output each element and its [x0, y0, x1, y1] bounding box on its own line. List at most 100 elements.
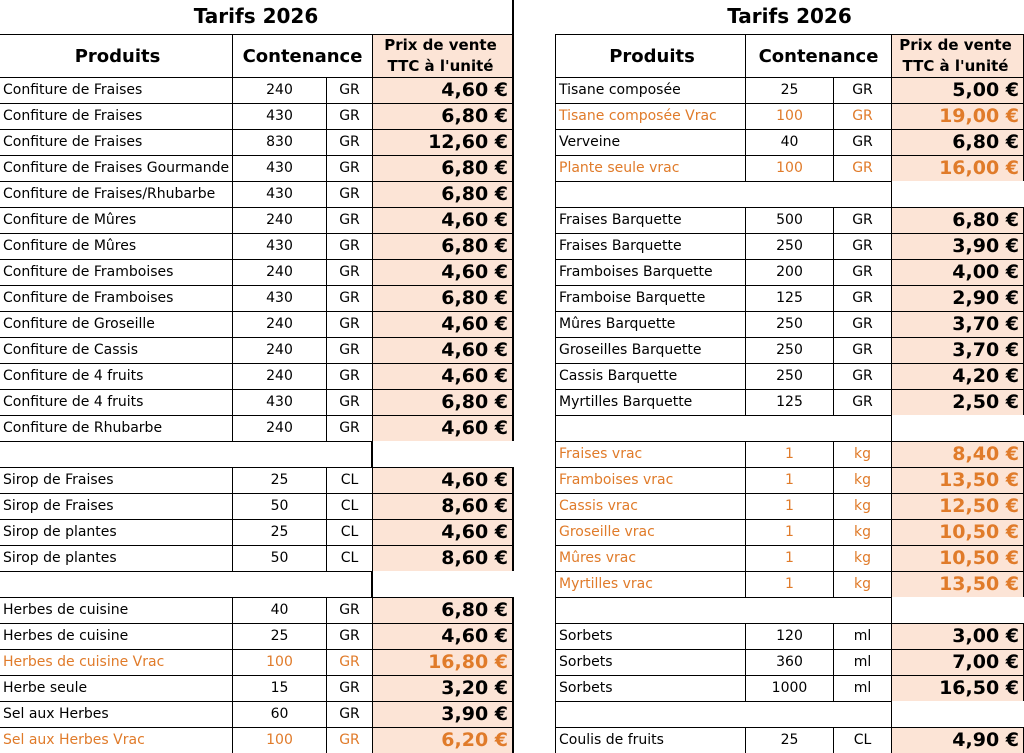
quantity-cell: 430: [233, 285, 327, 311]
header-prix-line2: TTC à l'unité: [902, 57, 1009, 75]
quantity-cell: 100: [233, 727, 327, 753]
unit-cell: kg: [834, 467, 892, 493]
quantity-cell: 50: [233, 493, 327, 519]
table-row: Myrtilles Barquette 125 GR 2,50 €: [555, 389, 1024, 415]
unit-cell: ml: [834, 623, 892, 649]
table-row: Sirop de plantes 25 CL 4,60 €: [0, 519, 514, 545]
product-cell: Sorbets: [555, 675, 746, 701]
unit-cell: GR: [327, 259, 373, 285]
product-cell: Fraises vrac: [555, 441, 746, 467]
quantity-cell: 1: [746, 571, 834, 597]
quantity-cell: 25: [746, 727, 834, 753]
product-cell: Sel aux Herbes: [0, 701, 233, 727]
quantity-cell: 25: [233, 519, 327, 545]
quantity-cell: 250: [746, 337, 834, 363]
product-cell: Framboises Barquette: [555, 259, 746, 285]
empty-cell: [555, 181, 892, 207]
table-row: Tisane composée 25 GR 5,00 €: [555, 77, 1024, 103]
unit-cell: GR: [327, 337, 373, 363]
product-cell: Confiture de Framboises: [0, 285, 233, 311]
unit-cell: CL: [327, 493, 373, 519]
unit-cell: GR: [327, 727, 373, 753]
unit-cell: GR: [327, 701, 373, 727]
product-cell: Confiture de Fraises: [0, 129, 233, 155]
spacer-row: [555, 181, 1024, 207]
unit-cell: GR: [834, 129, 892, 155]
unit-cell: GR: [327, 597, 373, 623]
unit-cell: GR: [834, 389, 892, 415]
product-cell: Confiture de Groseille: [0, 311, 233, 337]
spacer-row: [555, 415, 1024, 441]
unit-cell: CL: [327, 519, 373, 545]
product-cell: Confiture de Cassis: [0, 337, 233, 363]
unit-cell: GR: [834, 337, 892, 363]
product-cell: Cassis Barquette: [555, 363, 746, 389]
price-cell: 4,20 €: [892, 363, 1024, 389]
price-cell: 6,80 €: [892, 129, 1024, 155]
table-row: Mûres vrac 1 kg 10,50 €: [555, 545, 1024, 571]
price-cell: 6,80 €: [373, 155, 514, 181]
product-cell: Confiture de 4 fruits: [0, 389, 233, 415]
table-row: Tisane composée Vrac 100 GR 19,00 €: [555, 103, 1024, 129]
price-cell: 8,40 €: [892, 441, 1024, 467]
unit-cell: GR: [834, 155, 892, 181]
unit-cell: GR: [834, 311, 892, 337]
product-cell: Herbes de cuisine: [0, 623, 233, 649]
table-row: Sel aux Herbes Vrac 100 GR 6,20 €: [0, 727, 514, 753]
table-row: Myrtilles vrac 1 kg 13,50 €: [555, 571, 1024, 597]
price-cell: 13,50 €: [892, 571, 1024, 597]
price-cell: 3,90 €: [373, 701, 514, 727]
spacer-row: [0, 441, 514, 467]
table-row: Sorbets 120 ml 3,00 €: [555, 623, 1024, 649]
empty-cell: [555, 415, 892, 441]
table-row: Confiture de Framboises 430 GR 6,80 €: [0, 285, 514, 311]
quantity-cell: 40: [746, 129, 834, 155]
price-cell: 6,80 €: [373, 285, 514, 311]
price-cell: 3,00 €: [892, 623, 1024, 649]
spacer-row: [555, 701, 1024, 727]
quantity-cell: 240: [233, 207, 327, 233]
header-prix: Prix de vente TTC à l'unité: [373, 34, 514, 77]
product-cell: Confiture de Rhubarbe: [0, 415, 233, 441]
quantity-cell: 360: [746, 649, 834, 675]
unit-cell: GR: [327, 103, 373, 129]
table-row: Framboise Barquette 125 GR 2,90 €: [555, 285, 1024, 311]
table-row: Framboises Barquette 200 GR 4,00 €: [555, 259, 1024, 285]
unit-cell: GR: [327, 233, 373, 259]
price-cell: 4,90 €: [892, 727, 1024, 753]
table-row: Groseille vrac 1 kg 10,50 €: [555, 519, 1024, 545]
quantity-cell: 125: [746, 285, 834, 311]
product-cell: Fraises Barquette: [555, 207, 746, 233]
table-row: Herbes de cuisine 25 GR 4,60 €: [0, 623, 514, 649]
price-cell: 4,60 €: [373, 77, 514, 103]
unit-cell: GR: [327, 415, 373, 441]
table-row: Fraises Barquette 250 GR 3,90 €: [555, 233, 1024, 259]
price-sheet-right: Tarifs 2026 Produits Contenance Prix de …: [555, 0, 1024, 753]
price-cell: 2,90 €: [892, 285, 1024, 311]
unit-cell: GR: [834, 233, 892, 259]
unit-cell: kg: [834, 441, 892, 467]
price-cell: 6,80 €: [892, 207, 1024, 233]
product-cell: Sorbets: [555, 623, 746, 649]
quantity-cell: 240: [233, 77, 327, 103]
unit-cell: GR: [327, 77, 373, 103]
unit-cell: GR: [327, 363, 373, 389]
table-row: Sirop de plantes 50 CL 8,60 €: [0, 545, 514, 571]
product-cell: Sel aux Herbes Vrac: [0, 727, 233, 753]
quantity-cell: 120: [746, 623, 834, 649]
price-cell: 5,00 €: [892, 77, 1024, 103]
product-cell: Tisane composée Vrac: [555, 103, 746, 129]
price-cell: 16,50 €: [892, 675, 1024, 701]
table-row: Verveine 40 GR 6,80 €: [555, 129, 1024, 155]
empty-cell: [0, 571, 373, 597]
quantity-cell: 240: [233, 311, 327, 337]
unit-cell: GR: [834, 207, 892, 233]
quantity-cell: 500: [746, 207, 834, 233]
product-cell: Confiture de Mûres: [0, 207, 233, 233]
price-cell: 8,60 €: [373, 545, 514, 571]
empty-cell: [0, 441, 373, 467]
header-prix: Prix de vente TTC à l'unité: [892, 34, 1024, 77]
table-row: Sirop de Fraises 25 CL 4,60 €: [0, 467, 514, 493]
table-row: Sorbets 1000 ml 16,50 €: [555, 675, 1024, 701]
price-cell: 6,80 €: [373, 389, 514, 415]
